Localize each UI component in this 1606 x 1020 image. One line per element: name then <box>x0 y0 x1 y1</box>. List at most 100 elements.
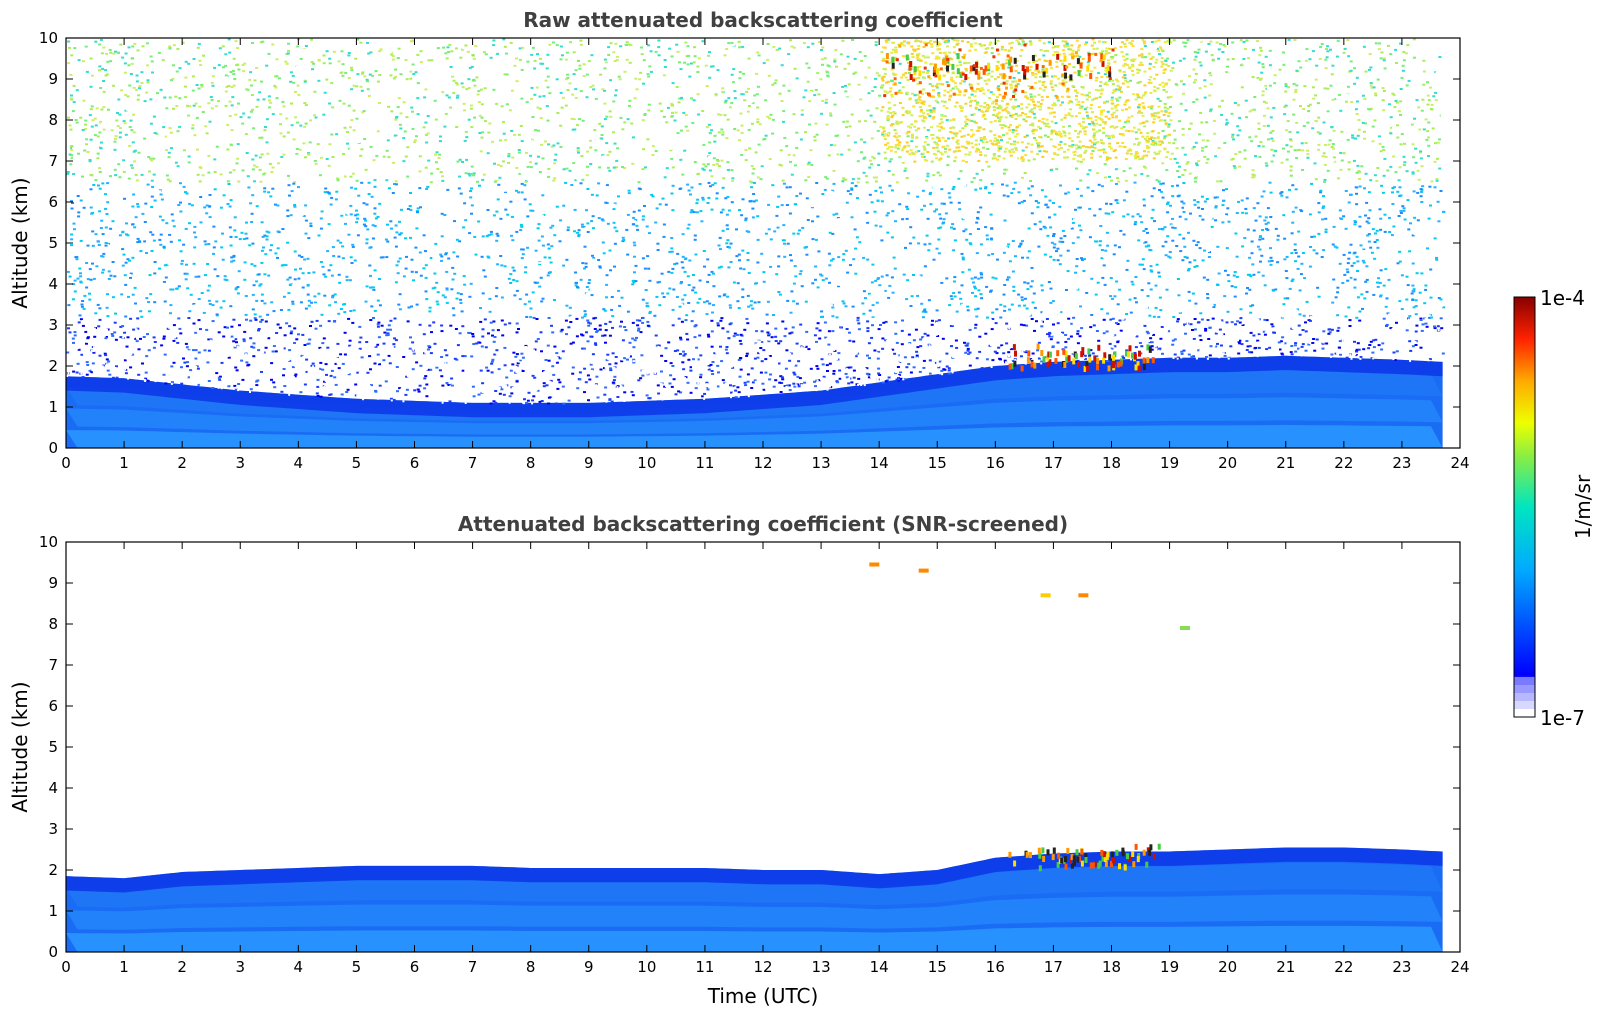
raw-cloud-mark <box>956 53 960 60</box>
raw-cloud-mark <box>1063 64 1067 71</box>
screened-cloud-mark <box>1157 843 1161 850</box>
screened-cloud-mark <box>1072 855 1076 862</box>
raw-cirrus-mark <box>1008 75 1012 79</box>
raw-cloud-mark <box>1136 361 1140 368</box>
raw-cloud-mark <box>1040 350 1044 356</box>
raw-cloud-mark <box>891 62 895 69</box>
raw-cloud-mark <box>1100 53 1104 60</box>
raw-cloud-mark <box>1020 365 1024 372</box>
screened-cloud-mark <box>1064 856 1067 863</box>
screened-x-tick-label: 10 <box>637 958 656 976</box>
raw-cirrus-mark <box>1021 90 1025 93</box>
raw-cloud-mark <box>1102 54 1106 61</box>
screened-y-axis: 0 1 2 3 4 5 6 7 8 9 10 <box>39 533 1460 961</box>
raw-y-tick-label: 3 <box>48 316 58 334</box>
raw-cloud-mark <box>1030 361 1034 368</box>
raw-cirrus-mark <box>995 99 999 103</box>
raw-cloud-mark <box>1002 73 1006 80</box>
raw-y-axis: 0 1 2 3 4 5 6 7 8 9 10 <box>39 29 1460 457</box>
raw-cloud-mark <box>1137 365 1141 372</box>
screened-cloud-mark <box>1041 847 1045 854</box>
screened-cloud-mark <box>1101 855 1105 862</box>
screened-x-tick-label: 4 <box>294 958 304 976</box>
screened-cloud-mark <box>1066 847 1070 854</box>
raw-cloud-mark <box>1108 354 1112 361</box>
raw-cirrus-mark <box>961 72 965 76</box>
raw-cloud-mark <box>1093 355 1097 362</box>
raw-cloud-mark <box>905 54 909 61</box>
raw-cirrus-mark <box>1061 82 1065 86</box>
raw-x-tick-label: 15 <box>928 454 947 472</box>
screened-y-tick-label: 7 <box>48 656 58 674</box>
raw-cloud-mark <box>1151 357 1155 364</box>
screened-cloud-mark <box>1100 849 1104 856</box>
raw-cloud-mark <box>946 65 949 72</box>
raw-y-tick-label: 4 <box>48 275 58 293</box>
screened-cloud-mark <box>1145 861 1149 868</box>
screened-y-tick-label: 1 <box>48 902 58 920</box>
raw-cloud-mark <box>951 63 955 70</box>
raw-cloud-mark <box>1146 357 1150 364</box>
screened-cloud-mark <box>1089 862 1093 869</box>
screened-x-tick-label: 7 <box>468 958 478 976</box>
screened-x-tick-label: 12 <box>753 958 772 976</box>
raw-x-tick-label: 22 <box>1334 454 1353 472</box>
raw-cloud-mark <box>1048 351 1052 358</box>
raw-y-tick-label: 7 <box>48 152 58 170</box>
screened-cloud-mark <box>1042 856 1046 862</box>
raw-cirrus-mark <box>992 55 996 59</box>
raw-cirrus-mark <box>979 66 983 70</box>
screened-layer-band <box>66 894 1443 930</box>
raw-cloud-mark <box>1054 358 1058 364</box>
raw-cloud-mark <box>1101 60 1105 67</box>
raw-cloud-mark <box>1063 362 1067 368</box>
colorbar-step <box>1514 709 1535 717</box>
raw-x-tick-label: 13 <box>812 454 831 472</box>
screened-cloud-mark <box>1137 853 1141 859</box>
raw-y-tick-label: 9 <box>48 70 58 88</box>
screened-cloud-mark <box>1056 861 1060 868</box>
screened-layer-edge <box>66 847 1443 893</box>
screened-cloud-mark <box>1084 853 1088 860</box>
raw-cloud-mark <box>972 64 976 71</box>
screened-x-tick-label: 8 <box>526 958 536 976</box>
raw-x-tick-label: 4 <box>294 454 304 472</box>
raw-cloud-mark <box>1036 343 1040 350</box>
raw-cloud-mark <box>969 65 973 72</box>
screened-y-tick-label: 0 <box>48 943 58 961</box>
screened-cloud-mark <box>869 562 880 567</box>
raw-cirrus-mark <box>893 77 897 81</box>
screened-cloud-mark <box>918 568 929 573</box>
raw-cirrus-mark <box>1087 53 1091 56</box>
raw-cirrus-mark <box>964 89 968 93</box>
raw-cloud-mark <box>1056 53 1060 60</box>
raw-cirrus-mark <box>939 67 943 71</box>
raw-cirrus-mark <box>962 55 966 59</box>
raw-cirrus-mark <box>1018 78 1022 82</box>
screened-cloud-mark <box>1110 860 1113 867</box>
raw-cloud-mark <box>1096 364 1099 371</box>
raw-cloud-mark <box>1062 348 1066 355</box>
screened-x-tick-label: 18 <box>1102 958 1121 976</box>
raw-cloud-mark <box>1134 364 1138 371</box>
raw-cirrus-mark <box>1099 59 1103 63</box>
raw-cloud-mark <box>1097 344 1101 351</box>
raw-cirrus-mark <box>924 43 928 47</box>
screened-x-tick-label: 6 <box>410 958 420 976</box>
raw-x-tick-label: 2 <box>177 454 187 472</box>
raw-y-tick-label: 0 <box>48 439 58 457</box>
raw-cirrus-mark <box>1061 73 1065 77</box>
colorbar-unit-label: 1/m/sr <box>1571 474 1595 539</box>
raw-cloud-mark <box>1079 62 1083 69</box>
screened-cloud-mark <box>1060 857 1064 864</box>
panel-screened-title: Attenuated backscattering coefficient (S… <box>458 512 1068 536</box>
raw-cirrus-mark <box>934 74 938 78</box>
screened-cloud-mark <box>1110 851 1114 858</box>
raw-cloud-mark <box>1127 351 1131 358</box>
screened-cloud-mark <box>1029 852 1032 859</box>
raw-cirrus-mark <box>1012 95 1015 98</box>
screened-cloud-mark <box>1102 851 1106 858</box>
raw-x-tick-label: 8 <box>526 454 536 472</box>
raw-cirrus-mark <box>1006 54 1010 58</box>
